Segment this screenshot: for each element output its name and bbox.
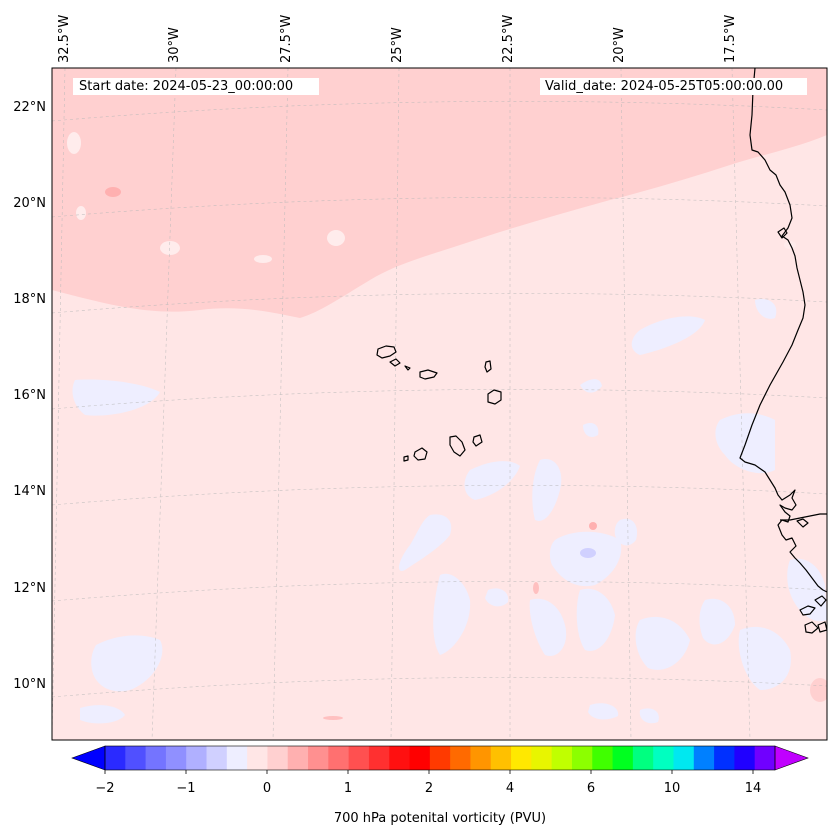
colorbar-tick-label: 4 [506, 781, 514, 796]
colorbar-tick-label: 2 [425, 781, 433, 796]
colorbar-cell [206, 746, 228, 770]
lon-label: 20°W [612, 27, 627, 63]
lon-label: 30°W [167, 27, 182, 63]
longitude-labels: 32.5°W 30°W 27.5°W 25°W 22.5°W 20°W 17.5… [57, 15, 738, 63]
lat-label: 22°N [13, 100, 46, 115]
colorbar-cell [632, 746, 654, 770]
colorbar-cell [368, 746, 390, 770]
colorbar-cell [389, 746, 411, 770]
colorbar-tick-label: 10 [664, 781, 681, 796]
colorbar-tick-label: −1 [176, 781, 195, 796]
lon-label: 22.5°W [501, 15, 516, 63]
colorbar: −2 −1 0 1 2 4 6 10 14 700 hPa potenital … [71, 745, 809, 826]
coastline [739, 68, 827, 634]
colorbar-cell [145, 746, 167, 770]
colorbar-min-extension [71, 745, 106, 771]
pv-patch [327, 230, 345, 246]
graticule [52, 68, 827, 740]
colorbar-cell [673, 746, 695, 770]
start-date-label: Start date: 2024-05-23_00:00:00 [73, 78, 319, 95]
colorbar-cell [450, 746, 471, 770]
colorbar-tick-label: −2 [95, 781, 114, 796]
colorbar-cell [429, 746, 451, 770]
colorbar-tick-label: 6 [587, 781, 595, 796]
colorbar-cell [470, 746, 492, 770]
colorbar-cell [693, 746, 715, 770]
pv-patch [76, 206, 86, 220]
colorbar-cell [328, 746, 350, 770]
colorbar-cell [267, 746, 289, 770]
lat-label: 16°N [13, 388, 46, 403]
pv-spot [810, 678, 827, 702]
colorbar-cell [348, 746, 370, 770]
colorbar-cell [105, 746, 126, 770]
colorbar-tick-label: 0 [263, 781, 271, 796]
colorbar-cell [409, 746, 431, 770]
colorbar-cell [226, 746, 248, 770]
colorbar-cell [592, 746, 614, 770]
lon-label: 27.5°W [279, 15, 294, 63]
colorbar-ticks [104, 770, 754, 774]
pv-patch [67, 132, 81, 154]
lat-label: 14°N [13, 484, 46, 499]
colorbar-max-extension [774, 745, 809, 771]
cape-verde-islands [376, 345, 502, 462]
latitude-labels: 22°N 20°N 18°N 16°N 14°N 12°N 10°N [13, 100, 46, 692]
colorbar-outline [104, 745, 776, 771]
colorbar-cell [754, 746, 776, 770]
colorbar-tick-label: 14 [745, 781, 762, 796]
colorbar-cell [287, 746, 309, 770]
colorbar-cell [531, 746, 553, 770]
colorbar-cell [186, 746, 208, 770]
colorbar-cell [551, 746, 573, 770]
colorbar-label: 700 hPa potenital vorticity (PVU) [334, 811, 546, 826]
pv-spot [589, 522, 597, 530]
colorbar-cell [490, 746, 512, 770]
colorbar-cell [511, 746, 532, 770]
lat-label: 18°N [13, 292, 46, 307]
lat-label: 10°N [13, 677, 46, 692]
lon-label: 32.5°W [57, 15, 72, 63]
colorbar-tick-label: 1 [344, 781, 352, 796]
pv-spot [533, 582, 539, 594]
colorbar-tick-labels: −2 −1 0 1 2 4 6 10 14 [95, 781, 761, 796]
lat-label: 12°N [13, 581, 46, 596]
lat-label: 20°N [13, 196, 46, 211]
map-frame [51, 67, 828, 741]
colorbar-cell [653, 746, 674, 770]
map-panel [52, 68, 827, 740]
colorbar-cell [165, 746, 187, 770]
colorbar-cell [308, 746, 329, 770]
negative-pv-core [580, 548, 596, 558]
colorbar-cell [571, 746, 593, 770]
colorbar-cell [734, 746, 756, 770]
colorbar-cell [125, 746, 147, 770]
colorbar-cells [105, 746, 776, 770]
lon-label: 25°W [390, 27, 405, 63]
pv-patch [160, 241, 180, 255]
colorbar-cell [612, 746, 634, 770]
valid-date-label: Valid_date: 2024-05-25T05:00:00.00 [540, 78, 807, 95]
pv-spot [323, 716, 343, 720]
pv-patch [105, 187, 121, 197]
high-pv-band [52, 68, 827, 318]
lon-label: 17.5°W [723, 15, 738, 63]
pv-patch [254, 255, 272, 263]
colorbar-cell [247, 746, 268, 770]
colorbar-cell [714, 746, 735, 770]
